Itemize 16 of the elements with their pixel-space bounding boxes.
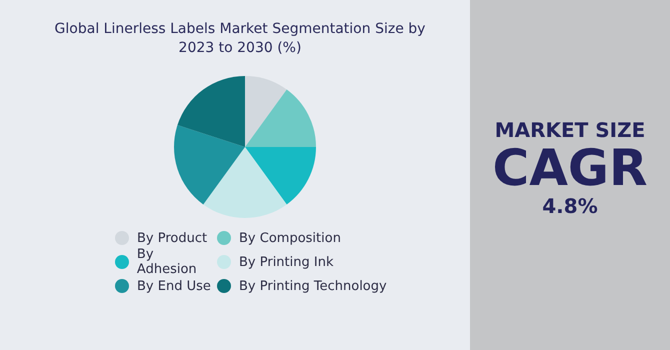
- pie-slice: [203, 147, 287, 218]
- legend-label: By End Use: [137, 278, 211, 294]
- legend-label: By Printing Ink: [239, 254, 334, 270]
- text: CAGR: [492, 139, 648, 197]
- legend-label: By Adhesion: [136, 247, 198, 277]
- text: MARKET SIZE: [494, 118, 646, 142]
- pie-slice: [174, 125, 245, 204]
- legend-label: By Composition: [239, 230, 341, 246]
- text: 4.8%: [541, 194, 599, 218]
- pie-slice: [245, 76, 287, 147]
- pie-slice: [177, 76, 245, 147]
- chart-title: Global Linerless Labels Market Segmentation Size by 2023 to 2030 (%): [54, 20, 426, 58]
- pie-slice: [245, 147, 316, 204]
- pie-slice: [245, 90, 316, 147]
- legend-label: By Product: [137, 230, 208, 246]
- legend-label: By Printing Technology: [239, 278, 387, 294]
